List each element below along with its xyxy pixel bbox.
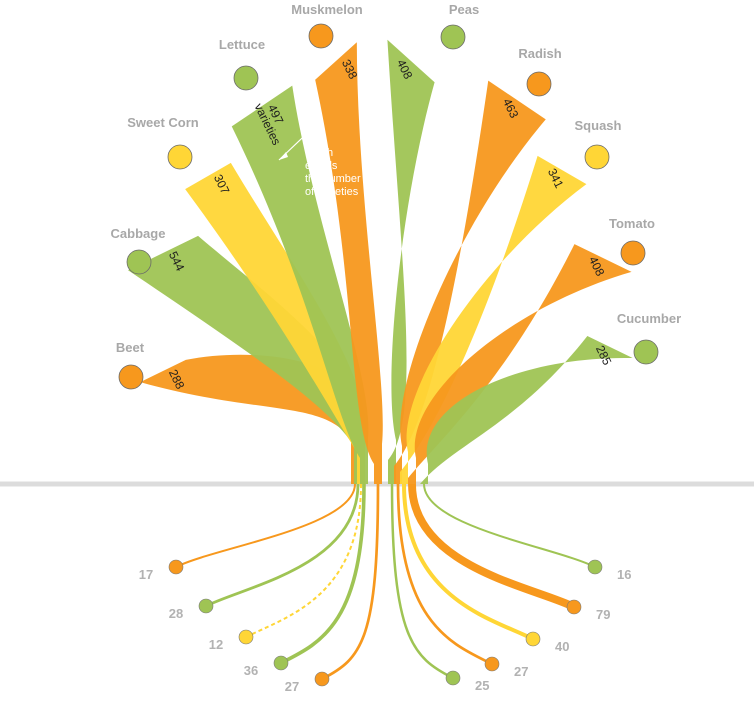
squash-icon	[584, 144, 610, 170]
cabbage-icon	[126, 249, 152, 275]
branch-radish	[394, 80, 546, 484]
after-count-tomato: 79	[596, 607, 610, 622]
root-beet	[175, 483, 356, 568]
label-sweet-corn: Sweet Corn	[127, 115, 199, 130]
after-count-muskmelon: 27	[285, 679, 299, 694]
label-cabbage: Cabbage	[111, 226, 166, 241]
branch-peas	[387, 39, 435, 485]
peas-icon	[440, 24, 466, 50]
radish-root-icon	[484, 656, 500, 672]
root-sweet-corn	[245, 483, 362, 638]
root-cabbage	[205, 483, 360, 608]
after-count-peas: 25	[475, 678, 489, 693]
branch-sweet-corn	[185, 162, 366, 485]
cabbage-root-icon	[198, 598, 214, 614]
label-tomato: Tomato	[609, 216, 655, 231]
root-lettuce	[280, 483, 366, 665]
label-beet: Beet	[116, 340, 145, 355]
after-count-cabbage: 28	[169, 606, 183, 621]
tomato-root-icon	[566, 599, 582, 615]
peas-root-icon	[445, 670, 461, 686]
after-count-radish: 27	[514, 664, 528, 679]
annotation-arrowhead-high	[310, 122, 319, 130]
root-cucumber	[423, 483, 596, 568]
width-annotation: Width equals the number of varieties	[278, 121, 364, 198]
roots-layer	[168, 483, 603, 687]
root-tomato	[408, 483, 576, 611]
branch-tomato	[408, 244, 632, 484]
radish-icon	[526, 71, 552, 97]
root-muskmelon	[321, 483, 380, 681]
label-lettuce: Lettuce	[219, 37, 265, 52]
branch-cabbage	[127, 235, 363, 484]
label-muskmelon: Muskmelon	[291, 2, 363, 17]
after-count-lettuce: 36	[244, 663, 258, 678]
tomato-icon	[620, 240, 646, 266]
annotation-text: Width equals the number of varieties	[305, 147, 364, 198]
label-cucumber: Cucumber	[617, 311, 681, 326]
branch-cucumber	[420, 335, 633, 484]
after-count-squash: 40	[555, 639, 569, 654]
label-radish: Radish	[518, 46, 561, 61]
squash-root-icon	[525, 631, 541, 647]
label-squash: Squash	[575, 118, 622, 133]
branch-squash	[400, 155, 587, 485]
muskmelon-root-icon	[314, 671, 330, 687]
corn-icon	[167, 144, 193, 170]
root-radish	[396, 483, 493, 666]
sweet-corn-root-icon	[238, 629, 254, 645]
root-peas	[390, 483, 454, 680]
lettuce-icon	[233, 65, 259, 91]
root-squash	[402, 483, 534, 641]
annotation-arrowhead-low	[279, 152, 288, 160]
after-count-cucumber: 16	[617, 567, 631, 582]
after-count-sweet-corn: 12	[209, 637, 223, 652]
label-peas: Peas	[449, 2, 479, 17]
cucumber-icon	[633, 339, 659, 365]
beet-icon	[118, 364, 144, 390]
after-count-beet: 17	[139, 567, 153, 582]
cucumber-root-icon	[587, 559, 603, 575]
branch-count-cucumber: 285	[593, 343, 615, 367]
beet-root-icon	[168, 559, 184, 575]
branch-lettuce	[231, 85, 369, 485]
melon-icon	[308, 23, 334, 49]
labels-layer: 17 Beet 28 Cabbage 12 Sweet Corn 36 Lettuce 27 Mu…	[111, 2, 682, 694]
lettuce-root-icon	[273, 655, 289, 671]
branch-muskmelon	[315, 42, 383, 484]
